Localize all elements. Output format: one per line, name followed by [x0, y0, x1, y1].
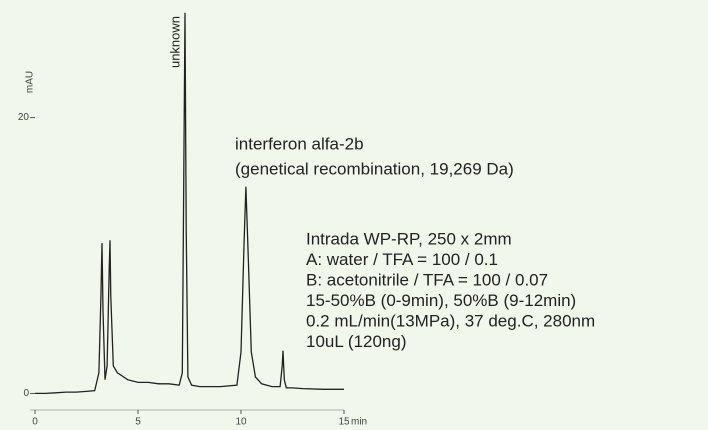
condition-line: Intrada WP-RP, 250 x 2mm: [306, 229, 512, 248]
x-tick-label: 15: [338, 417, 350, 428]
x-axis-label: min: [351, 417, 367, 428]
trace: [35, 12, 344, 395]
condition-line: 10uL (120ng): [306, 332, 407, 351]
peak-label: unknown: [167, 16, 182, 68]
y-axis-label: mAU: [25, 71, 36, 93]
x-tick-label: 10: [235, 417, 247, 428]
condition-line: 0.2 mL/min(13MPa), 37 deg.C, 280nm: [306, 311, 595, 330]
x-tick-label: 0: [32, 417, 38, 428]
y-tick-label: 20: [18, 112, 30, 123]
x-tick-label: 5: [135, 417, 141, 428]
peak-label: interferon alfa-2b: [235, 134, 364, 153]
condition-line: B: acetonitrile / TFA = 100 / 0.07: [306, 270, 548, 289]
condition-line: A: water / TFA = 100 / 0.1: [306, 250, 498, 269]
peak-label: (genetical recombination, 19,269 Da): [235, 159, 514, 178]
y-tick-label: 0: [23, 388, 29, 399]
condition-line: 15-50%B (0-9min), 50%B (9-12min): [306, 291, 576, 310]
